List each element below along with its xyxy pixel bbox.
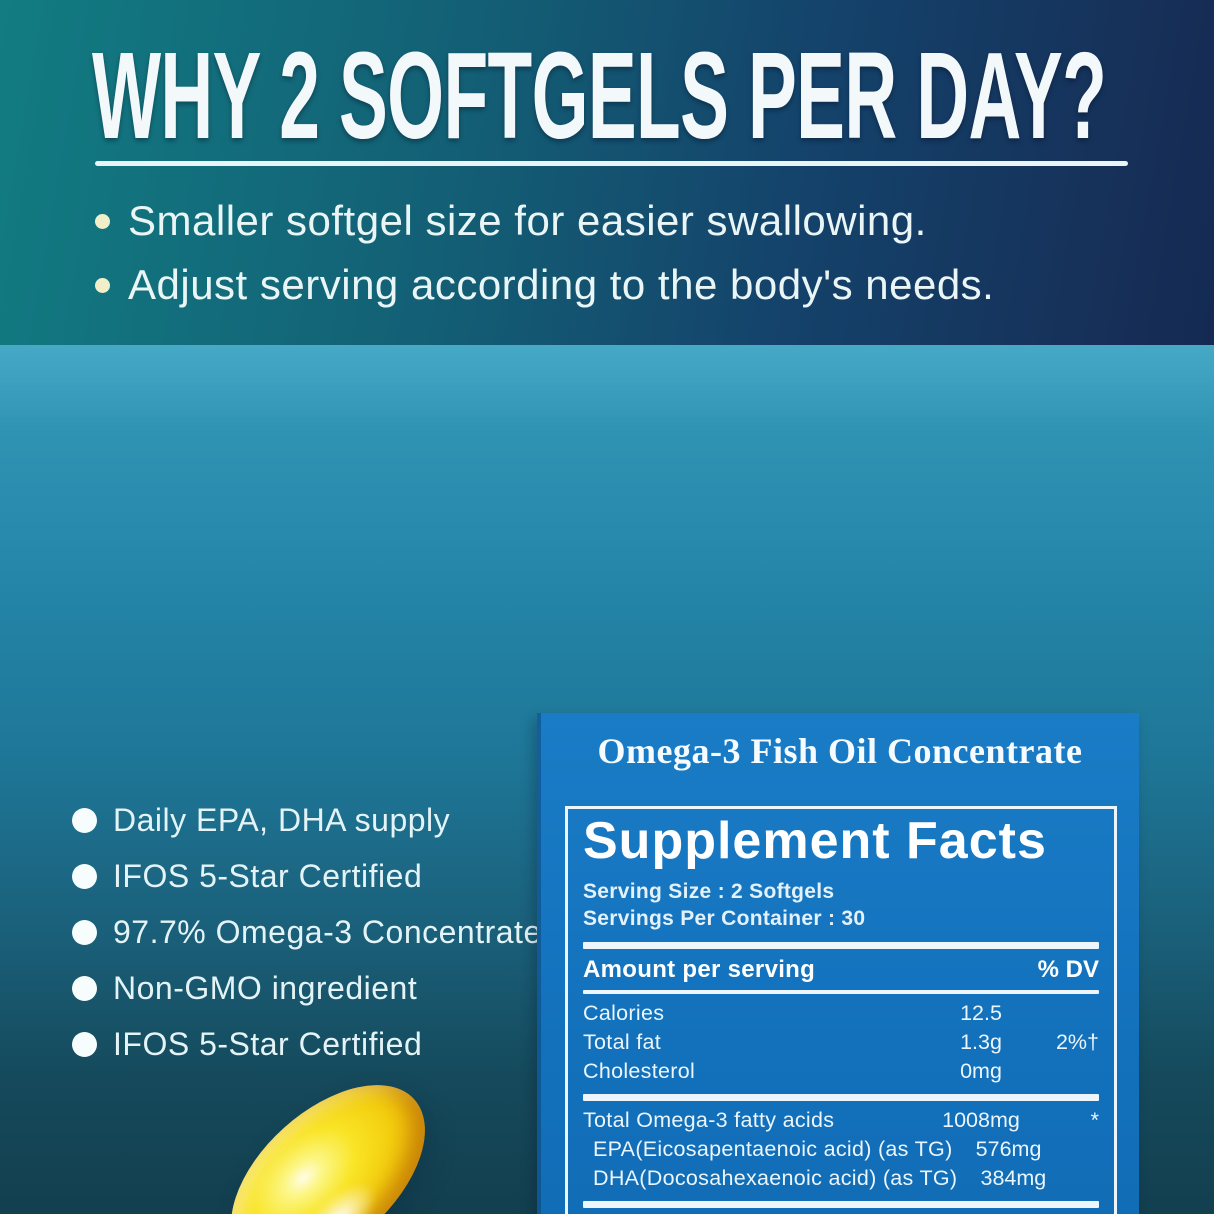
benefit-text: Adjust serving according to the body's n… (128, 261, 995, 308)
feature-item: 97.7% Omega-3 Concentrate (72, 913, 542, 950)
nutrient-amount: 1.3g (960, 1029, 1002, 1054)
benefit-bullet-2: Adjust serving according to the body's n… (95, 261, 994, 309)
feature-list: Daily EPA, DHA supply IFOS 5-Star Certif… (72, 801, 542, 1062)
feature-label: IFOS 5-Star Certified (113, 857, 423, 894)
table-row: Total fat 1.3g 2%† (583, 1028, 1099, 1057)
page-title: WHY 2 SOFTGELS PER DAY? (92, 26, 1107, 166)
nutrient-dv: * (1069, 1166, 1114, 1191)
nutrient-dv: * (1090, 1107, 1099, 1132)
bullet-dot-icon (95, 277, 110, 293)
servings-per-container: Servings Per Container : 30 (583, 907, 866, 931)
table-row: EPA(Eicosapentaenoic acid) (as TG) 576mg… (583, 1135, 1099, 1164)
table-row: Calories 12.5 (583, 999, 1099, 1028)
nutrient-dv: * (1065, 1137, 1114, 1162)
feature-label: 97.7% Omega-3 Concentrate (113, 913, 542, 950)
circle-bullet-icon (72, 807, 97, 833)
supplement-facts-box: Supplement Facts Serving Size : 2 Softge… (565, 806, 1117, 1214)
circle-bullet-icon (72, 1031, 97, 1057)
circle-bullet-icon (72, 919, 97, 945)
serving-size: Serving Size : 2 Softgels (583, 880, 835, 904)
nutrient-amount: 12.5 (960, 1000, 1002, 1025)
facts-column-header: Amount per serving % DV (583, 949, 1099, 990)
feature-item: IFOS 5-Star Certified (72, 857, 542, 894)
nutrient-name: Total Omega-3 fatty acids (583, 1107, 835, 1132)
circle-bullet-icon (72, 975, 97, 1001)
feature-label: IFOS 5-Star Certified (113, 1025, 423, 1062)
divider-thick (583, 941, 1099, 949)
circle-bullet-icon (72, 863, 97, 889)
divider-thick (583, 1200, 1099, 1208)
feature-label: Daily EPA, DHA supply (113, 801, 451, 838)
nutrition-rows: Calories 12.5 Total fat 1.3g 2%† Cholest… (583, 994, 1099, 1090)
nutrient-name: EPA(Eicosapentaenoic acid) (as TG) (593, 1136, 953, 1161)
title-underline (95, 161, 1128, 166)
benefit-text: Smaller softgel size for easier swallowi… (128, 197, 927, 244)
table-row: Cholesterol 0mg (583, 1057, 1099, 1086)
nutrient-amount: 384mg (980, 1165, 1047, 1190)
nutrient-name: Cholesterol (583, 1058, 696, 1083)
nutrient-amount: 576mg (975, 1136, 1042, 1161)
table-row: DHA(Docosahexaenoic acid) (as TG) 384mg … (583, 1164, 1099, 1193)
omega-rows: Total Omega-3 fatty acids 1008mg * EPA(E… (583, 1101, 1099, 1197)
supplement-label-panel: Omega-3 Fish Oil Concentrate Supplement … (537, 713, 1139, 1214)
amount-per-serving-header: Amount per serving (583, 955, 816, 983)
bullet-dot-icon (95, 213, 110, 229)
serving-info: Serving Size : 2 Softgels Servings Per C… (583, 878, 1099, 933)
body-section: Daily EPA, DHA supply IFOS 5-Star Certif… (0, 345, 1214, 1214)
nutrient-amount: 1008mg (942, 1107, 1020, 1132)
percent-dv-header: % DV (1037, 955, 1099, 983)
nutrient-dv: 2%† (1055, 1029, 1099, 1054)
nutrient-amount: 0mg (960, 1058, 1002, 1083)
softgel-capsule-image (197, 1050, 459, 1214)
nutrient-name: Calories (583, 1000, 665, 1025)
divider-thick (583, 1093, 1099, 1101)
feature-item: Non-GMO ingredient (72, 969, 542, 1006)
header-section: WHY 2 SOFTGELS PER DAY? Smaller softgel … (0, 0, 1214, 345)
feature-item: Daily EPA, DHA supply (72, 801, 542, 838)
label-product-name: Omega-3 Fish Oil Concentrate (597, 731, 1083, 771)
divider-thin (583, 989, 1099, 994)
supplement-facts-title: Supplement Facts (583, 812, 1047, 870)
table-row: Total Omega-3 fatty acids 1008mg * (583, 1106, 1099, 1135)
nutrient-name: Total fat (583, 1029, 661, 1054)
nutrient-name: DHA(Docosahexaenoic acid) (as TG) (593, 1165, 958, 1190)
feature-label: Non-GMO ingredient (113, 969, 418, 1006)
benefit-bullet-1: Smaller softgel size for easier swallowi… (95, 197, 927, 245)
feature-item: IFOS 5-Star Certified (72, 1025, 542, 1062)
